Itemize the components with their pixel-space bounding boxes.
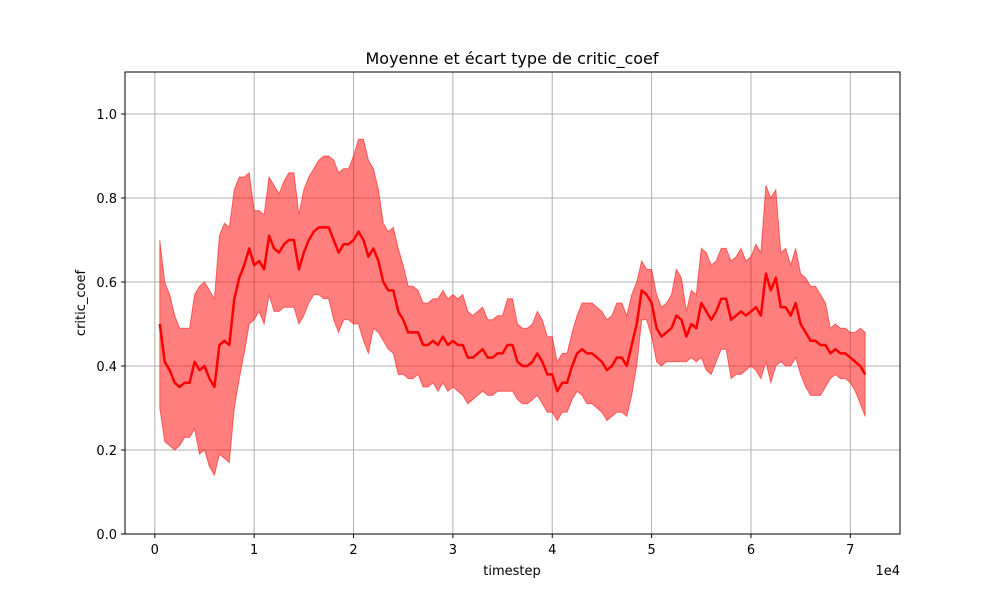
x-axis-label: timestep bbox=[483, 564, 541, 579]
x-tick-label: 7 bbox=[846, 543, 854, 558]
y-axis-ticks: 0.0 0.2 0.4 0.6 0.8 1.0 bbox=[96, 108, 125, 543]
mean-line bbox=[158, 226, 867, 393]
y-tick-label: 0.4 bbox=[96, 360, 117, 375]
std-band-layer bbox=[159, 138, 866, 477]
x-tick-label: 2 bbox=[349, 543, 357, 558]
x-tick-label: 5 bbox=[647, 543, 655, 558]
y-tick-label: 0.0 bbox=[96, 528, 117, 543]
plot-frame bbox=[124, 71, 901, 535]
chart-title: Moyenne et écart type de critic_coef bbox=[365, 49, 658, 69]
x-tick-label: 3 bbox=[449, 543, 457, 558]
x-tick-label: 1 bbox=[250, 543, 258, 558]
y-axis-label: critic_coef bbox=[74, 270, 89, 337]
y-tick-label: 0.8 bbox=[96, 192, 117, 207]
x-axis-ticks: 0 1 2 3 4 5 6 7 bbox=[151, 534, 854, 558]
x-tick-label: 0 bbox=[151, 543, 159, 558]
y-tick-label: 1.0 bbox=[96, 108, 117, 123]
y-tick-label: 0.6 bbox=[96, 276, 117, 291]
mean-line-layer bbox=[158, 226, 867, 393]
x-axis-offset-label: 1e4 bbox=[875, 564, 900, 579]
y-tick-label: 0.2 bbox=[96, 444, 117, 459]
x-tick-label: 4 bbox=[548, 543, 556, 558]
x-tick-label: 6 bbox=[747, 543, 755, 558]
std-band bbox=[159, 138, 866, 477]
